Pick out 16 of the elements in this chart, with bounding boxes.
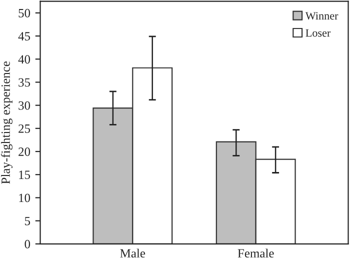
y-tick-label: 25 (18, 124, 30, 133)
y-tick-label: 15 (19, 170, 30, 180)
y-tick-label: 10 (19, 194, 30, 202)
y-tick-label: 5 (25, 216, 30, 226)
y-tick-label: 20 (18, 148, 30, 156)
y-tick-label: 50 (18, 8, 30, 18)
y-tick-label: 35 (18, 78, 30, 87)
y-axis-title: Play-fighting experience (0, 61, 12, 184)
x-tick-label: Female (238, 248, 274, 258)
y-tick-label: 40 (18, 55, 30, 64)
legend-label: Winner (305, 12, 338, 20)
y-tick-label: 30 (18, 101, 30, 110)
x-tick-label: Male (120, 248, 146, 258)
y-tick-label: 0 (24, 240, 30, 248)
y-tick-label: 45 (18, 32, 30, 40)
legend-label: Loser (306, 29, 331, 37)
